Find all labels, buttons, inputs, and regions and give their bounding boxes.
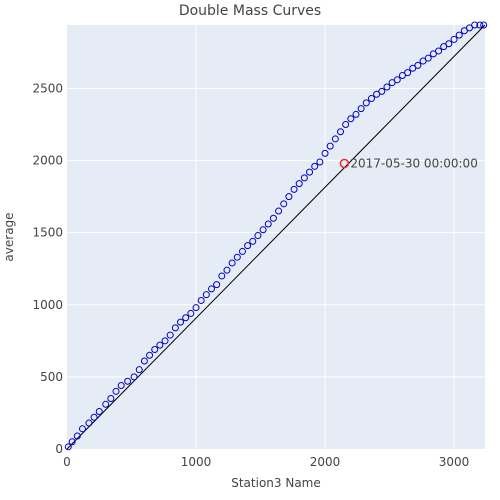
data-point (424, 54, 432, 62)
data-point (404, 69, 412, 77)
data-point (409, 64, 417, 72)
data-point (233, 253, 241, 261)
data-point (218, 272, 226, 280)
data-point (373, 90, 381, 98)
data-point (171, 324, 179, 332)
y-axis-label: average (2, 212, 16, 261)
data-point (187, 309, 195, 317)
data-point (275, 207, 283, 215)
y-tick-label: 1500 (32, 226, 63, 240)
chart-title: Double Mass Curves (179, 3, 321, 19)
tick-labels: 0 1000 2000 3000 0 500 1000 1500 2000 2500 (32, 81, 469, 469)
data-point (480, 21, 488, 29)
data-point (166, 331, 174, 339)
data-points (64, 21, 488, 451)
y-tick-label: 500 (40, 370, 63, 384)
data-point (177, 318, 185, 326)
x-tick-label: 3000 (439, 455, 470, 469)
data-point (161, 337, 169, 345)
data-point (466, 24, 474, 32)
data-point (124, 377, 132, 385)
data-point (316, 158, 324, 166)
data-point (117, 382, 125, 390)
data-point (78, 425, 86, 433)
data-point (471, 21, 479, 29)
data-point (383, 83, 391, 91)
data-point (140, 357, 148, 365)
y-tick-label: 2000 (32, 154, 63, 168)
data-point (223, 266, 231, 274)
data-point (347, 115, 355, 123)
data-point (429, 50, 437, 58)
data-point (68, 438, 76, 446)
data-point (398, 71, 406, 79)
data-point (64, 443, 72, 451)
data-point (259, 226, 267, 234)
x-axis-label: Station3 Name (231, 476, 321, 490)
data-point (455, 31, 463, 39)
data-point (238, 247, 246, 255)
data-point (151, 345, 159, 353)
data-point (192, 304, 200, 312)
data-point (450, 35, 458, 43)
data-point (393, 76, 401, 84)
x-tick-label: 2000 (310, 455, 341, 469)
y-tick-label: 0 (55, 442, 63, 456)
data-point (207, 285, 215, 293)
data-point (285, 193, 293, 201)
data-point (90, 413, 98, 421)
data-point (146, 351, 154, 359)
data-point (300, 174, 308, 182)
data-point (290, 185, 298, 193)
data-point (280, 200, 288, 208)
data-point (228, 259, 236, 267)
data-point (414, 61, 422, 69)
data-point (388, 79, 396, 87)
highlight-point (339, 158, 350, 169)
data-point (202, 291, 210, 299)
y-tick-label: 2500 (32, 81, 63, 95)
data-point (197, 296, 205, 304)
data-point (295, 180, 303, 188)
data-point (311, 162, 319, 170)
data-point (435, 47, 443, 55)
y-tick-label: 1000 (32, 298, 63, 312)
data-point (342, 121, 350, 129)
data-point (331, 135, 339, 143)
x-tick-label: 1000 (181, 455, 212, 469)
data-point (85, 419, 93, 427)
data-point (102, 400, 110, 408)
data-point (182, 314, 190, 322)
data-point (476, 21, 484, 29)
data-point (378, 87, 386, 95)
data-point (244, 242, 252, 250)
data-point (326, 142, 334, 150)
data-point (337, 128, 345, 136)
data-point (367, 95, 375, 103)
data-point (440, 43, 448, 51)
data-point (156, 341, 164, 349)
data-point (357, 105, 365, 113)
data-point (254, 232, 262, 240)
data-point (362, 99, 370, 107)
data-point (321, 149, 329, 157)
data-point (95, 408, 103, 416)
data-point (73, 432, 81, 440)
highlight-label: 2017-05-30 00:00:00 (350, 156, 477, 170)
data-point (460, 27, 468, 35)
data-point (135, 366, 143, 374)
data-point (107, 395, 115, 403)
x-tick-label: 0 (63, 455, 71, 469)
data-point (249, 237, 257, 245)
data-point (445, 40, 453, 48)
data-point (130, 373, 138, 381)
data-point (112, 387, 120, 395)
data-point (213, 281, 221, 289)
data-point (306, 168, 314, 176)
data-point (269, 214, 277, 222)
data-point (419, 57, 427, 65)
data-point (264, 220, 272, 228)
data-point (352, 110, 360, 118)
